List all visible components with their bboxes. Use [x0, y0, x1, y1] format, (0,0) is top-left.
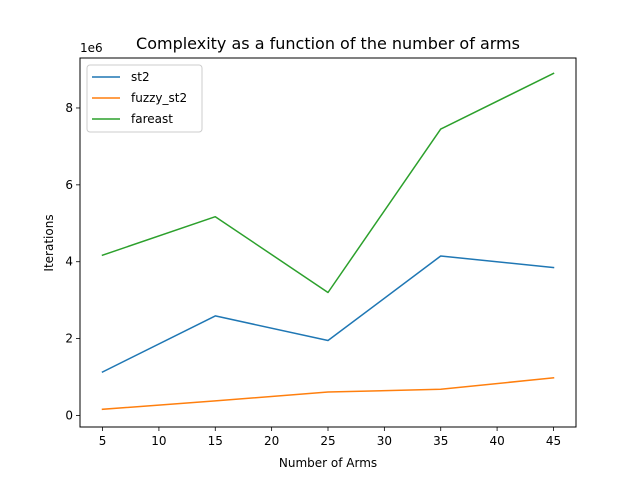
series-line-fuzzy-st2	[101, 376, 555, 411]
x-axis-label: Number of Arms	[279, 456, 377, 470]
series-line-st2	[101, 255, 555, 374]
y-tick-label: 4	[65, 255, 73, 269]
x-axis: 5 10 15 20 25 30 35 40 45	[99, 427, 561, 448]
series-line-fareast	[101, 72, 555, 294]
y-tick-label: 0	[65, 408, 73, 422]
y-tick-label: 6	[65, 178, 73, 192]
y-axis-label: Iterations	[42, 214, 56, 271]
plot-series	[101, 72, 555, 411]
legend-label-fareast: fareast	[131, 112, 173, 126]
x-tick-label: 40	[489, 434, 504, 448]
x-tick-label: 10	[151, 434, 166, 448]
legend: st2 fuzzy_st2 fareast	[86, 64, 203, 133]
legend-label-fuzzy-st2: fuzzy_st2	[131, 91, 187, 105]
y-axis: 0 2 4 6 8	[65, 101, 80, 422]
x-tick-label: 35	[433, 434, 448, 448]
x-tick-label: 20	[264, 434, 279, 448]
y-tick-label: 2	[65, 332, 73, 346]
legend-label-st2: st2	[131, 70, 150, 84]
x-tick-label: 45	[546, 434, 561, 448]
y-offset-label: 1e6	[80, 41, 103, 55]
x-tick-label: 25	[320, 434, 335, 448]
x-tick-label: 5	[99, 434, 107, 448]
chart-title: Complexity as a function of the number o…	[136, 34, 520, 53]
y-tick-label: 8	[65, 101, 73, 115]
legend-box	[86, 64, 203, 133]
x-tick-label: 15	[208, 434, 223, 448]
x-tick-label: 30	[377, 434, 392, 448]
